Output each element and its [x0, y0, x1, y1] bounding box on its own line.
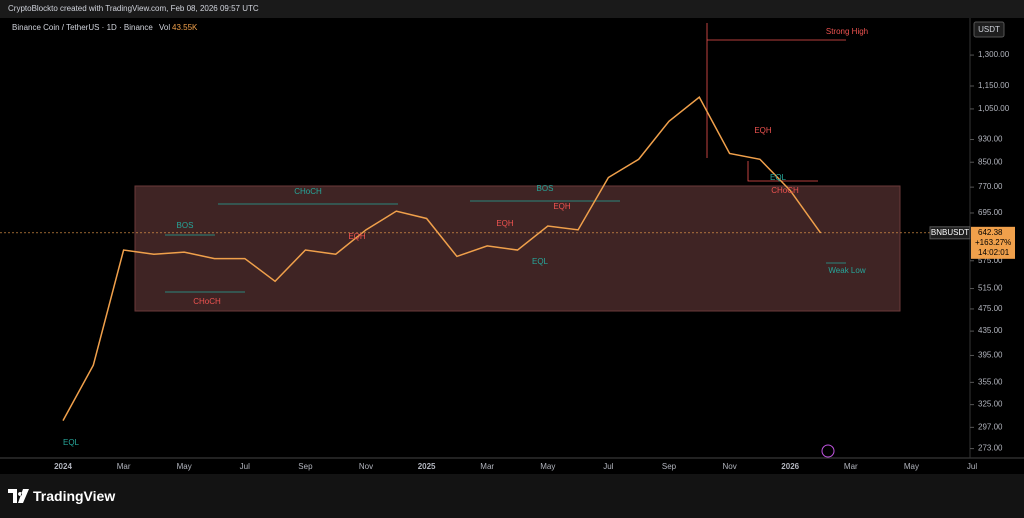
- y-tick-label: 770.00: [978, 182, 1003, 191]
- annotation: Strong High: [826, 27, 868, 36]
- y-tick-label: 297.00: [978, 422, 1003, 431]
- annotation: EQL: [770, 173, 787, 182]
- choch-line: [747, 161, 818, 182]
- range-box: [134, 185, 901, 312]
- brand: TradingView: [33, 488, 116, 504]
- countdown: 14:02:01: [978, 248, 1010, 257]
- annotation: CHoCH: [193, 297, 221, 306]
- y-tick-label: 475.00: [978, 304, 1003, 313]
- symbol-tag: [929, 226, 971, 240]
- x-tick-label: Jul: [967, 462, 977, 471]
- x-tick-label: May: [177, 462, 192, 471]
- y-tick-label: 435.00: [978, 326, 1003, 335]
- annotation: EQH: [348, 232, 366, 241]
- annotation: CHoCH: [771, 186, 799, 195]
- x-tick-label: May: [540, 462, 555, 471]
- annotation: EQL: [532, 257, 549, 266]
- x-tick-label: Mar: [480, 462, 494, 471]
- currency: USDT: [978, 25, 1000, 34]
- top-bar: CryptoBlockto created with TradingView.c…: [0, 0, 1024, 18]
- volume-value: 43.55K: [172, 23, 198, 32]
- y-tick-label: 395.00: [978, 351, 1003, 360]
- symbol: BNBUSDT: [931, 228, 969, 237]
- structure-lines: [165, 23, 846, 293]
- chart-title: Binance Coin / TetherUS · 1D · Binance: [12, 23, 153, 32]
- y-tick-label: 1,050.00: [978, 104, 1010, 113]
- price-tag: [971, 226, 1015, 259]
- currency-box: [973, 21, 1005, 38]
- annotation: EQH: [496, 219, 514, 228]
- y-tick-label: 695.00: [978, 208, 1003, 217]
- y-tick-label: 273.00: [978, 444, 1003, 453]
- annotation: EQH: [754, 126, 772, 135]
- logo-mark: [8, 489, 29, 503]
- x-tick-label: Mar: [844, 462, 858, 471]
- x-tick-label: Sep: [662, 462, 677, 471]
- x-tick-label: Mar: [117, 462, 131, 471]
- x-tick-label: Jul: [240, 462, 250, 471]
- annotation: EQL: [63, 438, 80, 447]
- bos-lines: [165, 200, 620, 293]
- x-tick-label: Nov: [359, 462, 373, 471]
- change: +163.27%: [975, 238, 1011, 247]
- y-tick-label: 515.00: [978, 284, 1003, 293]
- annotation: BOS: [177, 221, 194, 230]
- annotation: EQH: [553, 202, 571, 211]
- event-icon: [821, 444, 835, 458]
- y-tick-label: 575.00: [978, 256, 1003, 265]
- x-tick-label: Jul: [603, 462, 613, 471]
- last-price: 642.38: [978, 228, 1003, 237]
- bottom-bar: TradingView: [0, 474, 1024, 518]
- y-tick-label: 325.00: [978, 400, 1003, 409]
- x-tick-label: Nov: [722, 462, 736, 471]
- x-tick-label: 2026: [781, 462, 799, 471]
- y-tick-label: 355.00: [978, 377, 1003, 386]
- x-tick-label: 2025: [418, 462, 436, 471]
- y-tick-label: 1,150.00: [978, 81, 1010, 90]
- y-tick-label: 930.00: [978, 135, 1003, 144]
- strong-high-line: [706, 23, 846, 158]
- volume-label: Vol: [159, 23, 170, 32]
- x-tick-label: 2024: [54, 462, 72, 471]
- x-tick-label: Sep: [298, 462, 313, 471]
- price-line: [62, 96, 822, 422]
- chart: Binance Coin / TetherUS · 1D · Binance V…: [0, 18, 1024, 471]
- x-tick-label: May: [904, 462, 919, 471]
- annotation: BOS: [537, 184, 554, 193]
- credit: CryptoBlockto created with TradingView.c…: [8, 4, 259, 13]
- y-tick-label: 850.00: [978, 157, 1003, 166]
- y-tick-label: 1,300.00: [978, 50, 1010, 59]
- annotation: CHoCH: [294, 187, 322, 196]
- annotation: Weak Low: [828, 266, 865, 275]
